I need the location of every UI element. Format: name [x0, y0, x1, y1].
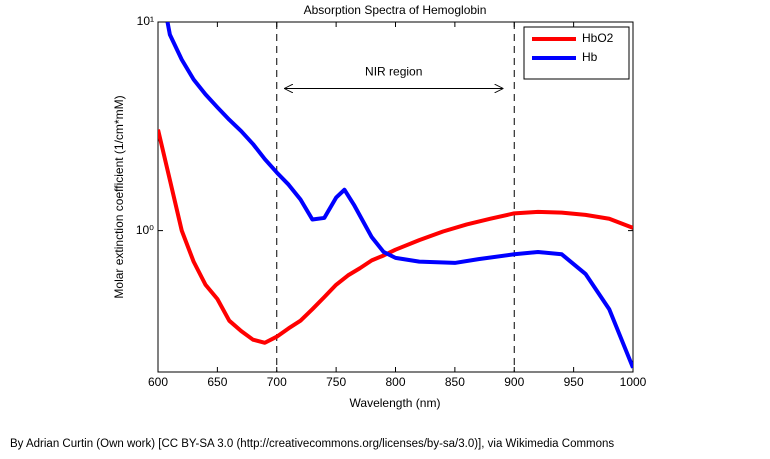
chart-title: Absorption Spectra of Hemoglobin [304, 3, 487, 17]
x-tick-label: 700 [267, 375, 287, 389]
series-line [165, 22, 633, 369]
legend-label: Hb [582, 50, 598, 64]
x-tick-label: 1000 [620, 375, 647, 389]
series-line [158, 129, 633, 345]
annotation-text: NIR region [365, 65, 422, 79]
x-axis-label: Wavelength (nm) [350, 396, 441, 410]
x-tick-label: 950 [564, 375, 584, 389]
x-tick-label: 650 [207, 375, 227, 389]
plot-area [157, 21, 634, 373]
x-tick-label: 800 [385, 375, 405, 389]
x-tick-label: 750 [326, 375, 346, 389]
y-axis-label: Molar extinction coefficient (1/cm*mM) [112, 95, 126, 298]
y-tick-label: 10⁰ [136, 223, 154, 237]
x-tick-label: 600 [148, 375, 168, 389]
x-tick-label: 850 [445, 375, 465, 389]
x-tick-label: 900 [504, 375, 524, 389]
y-tick-label: 10¹ [137, 14, 154, 28]
legend-box [523, 26, 630, 80]
legend-label: HbO2 [582, 31, 614, 45]
footer: By Adrian Curtin (Own work) [CC BY-SA 3.… [10, 438, 614, 450]
